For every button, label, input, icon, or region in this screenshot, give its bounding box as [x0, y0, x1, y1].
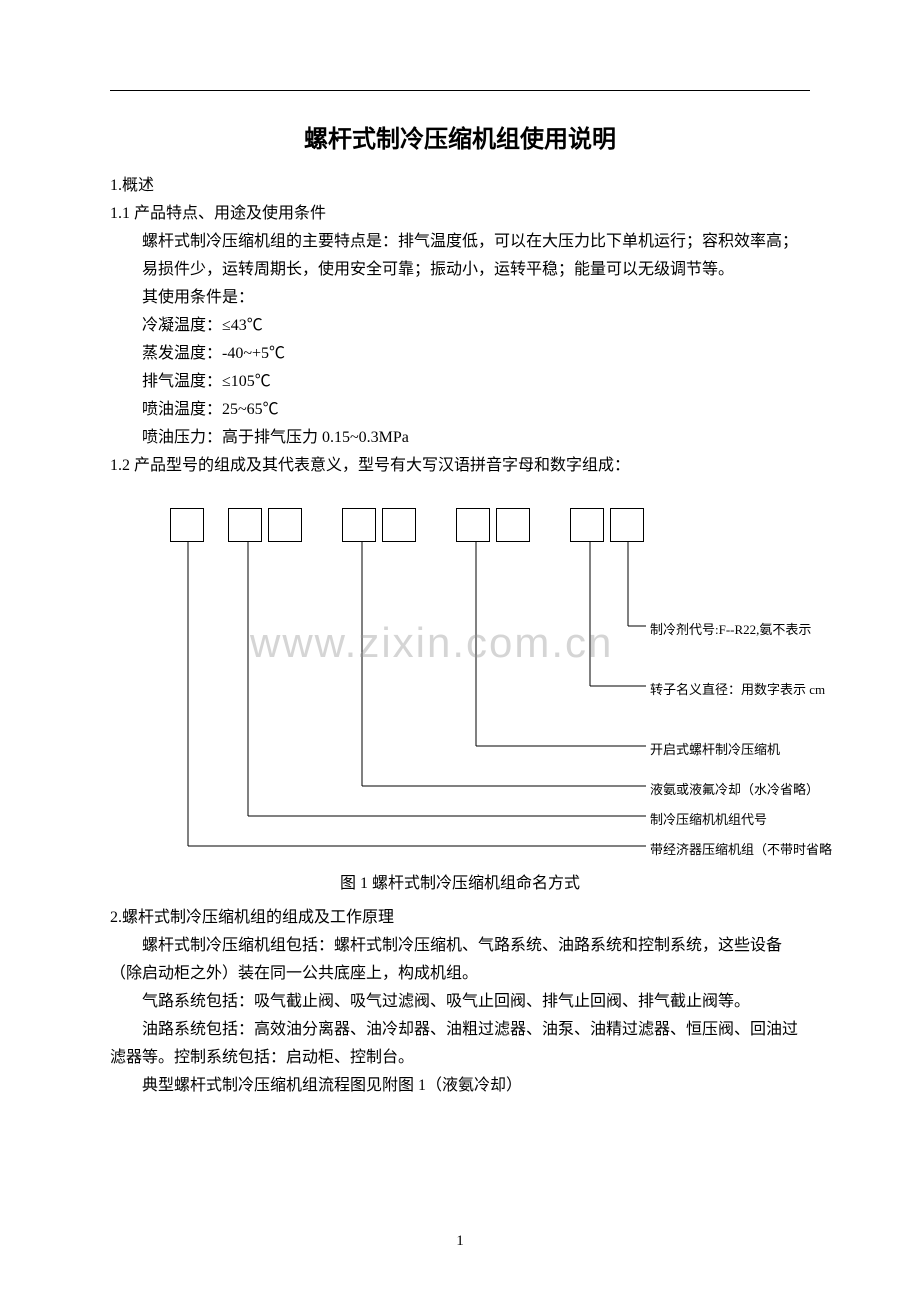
model-box-1 [170, 508, 204, 542]
section-1-1-heading: 1.1 产品特点、用途及使用条件 [110, 200, 810, 228]
section-2-heading: 2.螺杆式制冷压缩机组的组成及工作原理 [110, 904, 810, 932]
label-unit-code: 制冷压缩机机组代号 [650, 809, 767, 832]
paragraph-features: 螺杆式制冷压缩机组的主要特点是：排气温度低，可以在大压力比下单机运行；容积效率高… [110, 228, 810, 284]
model-box-2 [228, 508, 262, 542]
paragraph-flow-ref: 典型螺杆式制冷压缩机组流程图见附图 1（液氨冷却） [110, 1072, 810, 1100]
label-open-type: 开启式螺杆制冷压缩机 [650, 739, 780, 762]
section-1-2-heading: 1.2 产品型号的组成及其代表意义，型号有大写汉语拼音字母和数字组成： [110, 452, 810, 480]
model-box-8 [570, 508, 604, 542]
label-rotor-diameter: 转子名义直径：用数字表示 cm [650, 679, 825, 702]
document-title: 螺杆式制冷压缩机组使用说明 [110, 119, 810, 154]
label-cooling: 液氨或液氟冷却（水冷省略） [650, 779, 819, 802]
paragraph-oil-system: 油路系统包括：高效油分离器、油冷却器、油粗过滤器、油泵、油精过滤器、恒压阀、回油… [110, 1016, 810, 1072]
document-body: 1.概述 1.1 产品特点、用途及使用条件 螺杆式制冷压缩机组的主要特点是：排气… [110, 172, 810, 1100]
condition-oil-pressure: 喷油压力：高于排气压力 0.15~0.3MPa [110, 424, 810, 452]
condition-evap-temp: 蒸发温度：-40~+5℃ [110, 340, 810, 368]
condition-condensing-temp: 冷凝温度：≤43℃ [110, 312, 810, 340]
model-box-5 [382, 508, 416, 542]
model-box-6 [456, 508, 490, 542]
page-number: 1 [0, 1233, 920, 1250]
figure-1-caption: 图 1 螺杆式制冷压缩机组命名方式 [110, 870, 810, 898]
label-refrigerant: 制冷剂代号:F--R22,氨不表示 [650, 619, 811, 642]
naming-diagram: www.zixin.com.cn 制冷剂代号:F--R22,氨不表示 转子名义直… [110, 496, 810, 866]
model-box-4 [342, 508, 376, 542]
top-horizontal-rule [110, 90, 810, 91]
model-box-9 [610, 508, 644, 542]
model-box-7 [496, 508, 530, 542]
model-box-3 [268, 508, 302, 542]
label-economizer: 带经济器压缩机组（不带时省略 [650, 839, 832, 862]
section-1-heading: 1.概述 [110, 172, 810, 200]
condition-discharge-temp: 排气温度：≤105℃ [110, 368, 810, 396]
paragraph-composition: 螺杆式制冷压缩机组包括：螺杆式制冷压缩机、气路系统、油路系统和控制系统，这些设备… [110, 932, 810, 988]
paragraph-gas-system: 气路系统包括：吸气截止阀、吸气过滤阀、吸气止回阀、排气止回阀、排气截止阀等。 [110, 988, 810, 1016]
paragraph-conditions-intro: 其使用条件是： [110, 284, 810, 312]
condition-oil-temp: 喷油温度：25~65℃ [110, 396, 810, 424]
